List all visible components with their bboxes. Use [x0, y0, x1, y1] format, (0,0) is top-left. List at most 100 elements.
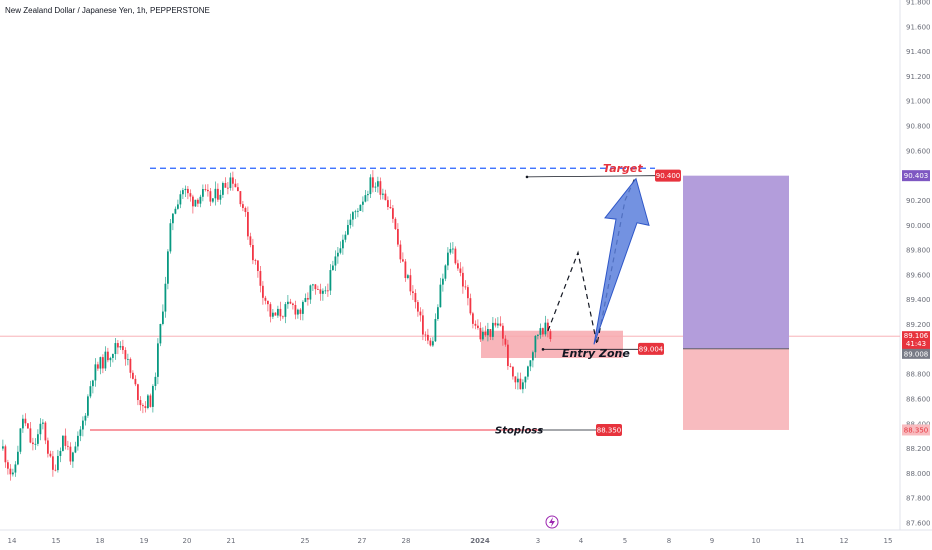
candle-body	[249, 236, 252, 246]
candle-body	[29, 428, 32, 443]
axis-label-current-value: 89.106	[904, 332, 929, 340]
time-tick-label: 4	[579, 537, 584, 545]
candle-body	[524, 376, 527, 383]
candle-body	[372, 177, 374, 188]
candle-body	[24, 418, 27, 424]
candle-body	[287, 301, 289, 305]
candle-body	[264, 297, 267, 301]
candle-body	[209, 191, 212, 202]
candle-body	[532, 352, 534, 361]
candle-body	[204, 189, 207, 190]
price-tick-label: 91.000	[906, 98, 931, 106]
candle-body	[54, 469, 57, 471]
candle-body	[282, 316, 284, 318]
candle-body	[419, 311, 422, 316]
candle-body	[172, 213, 174, 224]
candle-body	[542, 328, 544, 335]
candle-body	[434, 319, 437, 342]
candle-body	[462, 272, 464, 287]
candle-body	[104, 351, 107, 369]
candle-body	[402, 259, 404, 262]
candle-body	[259, 271, 262, 286]
candle-body	[149, 395, 152, 407]
candle-body	[269, 304, 272, 317]
candle-body	[142, 405, 144, 407]
profit-zone[interactable]	[683, 175, 789, 349]
time-tick-label: 20	[183, 537, 192, 545]
candle-body	[122, 346, 124, 351]
price-tick-label: 91.600	[906, 23, 931, 31]
candle-body	[219, 194, 222, 200]
candle-body	[464, 286, 467, 288]
axis-label-countdown: 41:43	[906, 340, 926, 348]
candle-body	[272, 312, 274, 317]
candle-body	[92, 380, 94, 387]
candle-body	[539, 328, 542, 335]
axis-label-entry	[902, 348, 930, 359]
candle-body	[332, 265, 334, 271]
candle-body	[27, 423, 29, 429]
time-tick-label: 27	[358, 537, 367, 545]
candle-body	[299, 309, 302, 314]
chart-title: New Zealand Dollar / Japanese Yen, 1h, P…	[5, 6, 210, 15]
candle-body	[157, 343, 159, 377]
price-tick-label: 91.800	[906, 0, 931, 7]
candle-body	[497, 323, 499, 326]
candle-body	[422, 315, 424, 335]
candle-body	[42, 422, 44, 424]
candle-body	[349, 219, 352, 226]
target-badge[interactable]	[655, 169, 681, 182]
candle-body	[137, 384, 139, 401]
time-tick-label: 14	[8, 537, 17, 545]
candle-body	[307, 298, 309, 300]
target-badge-value: 90.400	[656, 172, 681, 180]
candle-body	[167, 251, 169, 284]
time-axis[interactable]: 14 15 18 19 20 21 25 27 28 2024 3 4 5 8 9 10 11 12 15	[8, 537, 893, 545]
candle-body	[509, 365, 512, 367]
candle-body	[399, 244, 402, 260]
candle-body	[202, 189, 204, 197]
time-tick-label: 28	[402, 537, 411, 545]
candle-body	[232, 177, 234, 184]
candle-body	[262, 285, 264, 298]
candle-body	[52, 456, 54, 470]
candle-body	[317, 289, 319, 290]
candle-body	[339, 248, 342, 253]
candle-body	[2, 446, 4, 449]
price-tick-label: 91.400	[906, 48, 931, 56]
candle-body	[549, 331, 552, 340]
candle-body	[362, 201, 364, 205]
stoploss-badge[interactable]	[596, 423, 622, 436]
time-tick-label: 11	[796, 537, 805, 545]
candle-body	[57, 455, 59, 471]
candle-body	[337, 252, 339, 257]
candle-body	[124, 350, 127, 360]
candle-body	[427, 334, 429, 341]
loss-zone[interactable]	[683, 348, 789, 430]
stoploss-label: Stoploss	[495, 425, 543, 436]
candle-body	[127, 358, 129, 360]
entry-badge[interactable]	[638, 342, 664, 355]
price-axis[interactable]: 91.800 91.600 91.400 91.200 91.000 90.800 90.6…	[906, 0, 931, 528]
price-tick-label: 89.400	[906, 296, 931, 304]
candle-body	[69, 446, 72, 462]
price-tick-label: 91.200	[906, 73, 931, 81]
target-label: Target	[603, 162, 643, 175]
candle-body	[472, 313, 474, 324]
candle-body	[369, 177, 372, 195]
candle-body	[267, 300, 269, 305]
lightning-icon[interactable]	[545, 515, 559, 529]
time-tick-label: 15	[52, 537, 61, 545]
candle-body	[547, 322, 549, 332]
price-tick-label: 90.000	[906, 222, 931, 230]
candle-body	[112, 353, 114, 358]
candle-body	[327, 290, 329, 292]
time-tick-label: 25	[301, 537, 310, 545]
candle-body	[344, 234, 347, 240]
axis-label-entry-value: 89.008	[904, 350, 929, 358]
candle-body	[77, 435, 79, 447]
candle-body	[407, 275, 409, 279]
price-tick-label: 87.600	[906, 520, 931, 528]
candle-body	[74, 446, 77, 453]
